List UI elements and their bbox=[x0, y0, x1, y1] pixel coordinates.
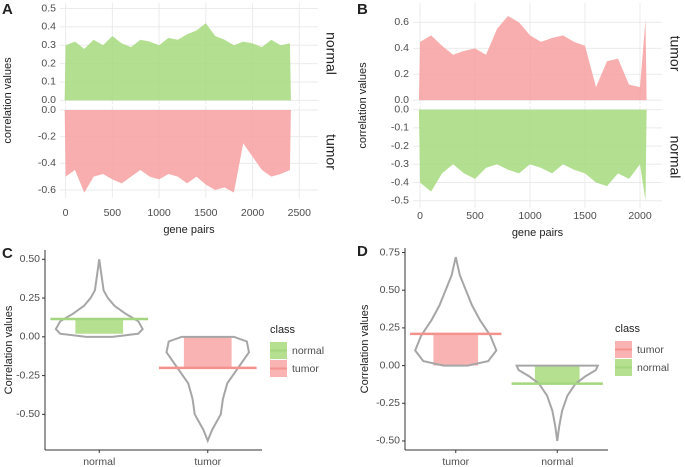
x-tick-label: 500 bbox=[466, 210, 484, 222]
y-tick-label: 0.00 bbox=[380, 359, 401, 371]
legend-title: class bbox=[270, 324, 296, 336]
y-axis-label: Correlation values bbox=[359, 304, 371, 393]
y-tick-label: -0.50 bbox=[376, 435, 400, 447]
box bbox=[183, 336, 232, 368]
facet-strip-label: tumor bbox=[667, 36, 683, 72]
y-tick-label: 0.50 bbox=[20, 253, 41, 265]
y-tick-label: 0.50 bbox=[380, 284, 401, 296]
y-tick-label: -0.50 bbox=[16, 408, 40, 420]
x-tick-label: 0 bbox=[417, 210, 423, 222]
x-tick-label: tumor bbox=[442, 456, 469, 467]
x-tick-label: normal bbox=[83, 456, 115, 467]
x-tick-label: tumor bbox=[194, 456, 221, 467]
y-tick-label: -0.5 bbox=[391, 194, 409, 206]
x-tick-label: 1000 bbox=[518, 210, 542, 222]
x-tick-label: normal bbox=[541, 456, 573, 467]
legend-label: normal bbox=[637, 362, 669, 374]
y-tick-label: 0.5 bbox=[41, 2, 56, 14]
panel-label: A bbox=[2, 1, 13, 18]
y-tick-label: -0.4 bbox=[38, 157, 56, 169]
panel-label: C bbox=[2, 245, 13, 262]
bar-area bbox=[418, 109, 647, 201]
y-tick-label: 0.4 bbox=[394, 42, 409, 54]
y-axis-label: correlation values bbox=[357, 62, 369, 149]
x-axis-label: gene pairs bbox=[512, 227, 564, 239]
violin bbox=[515, 364, 600, 442]
legend-label: tumor bbox=[292, 363, 319, 375]
legend-title: class bbox=[615, 323, 641, 335]
y-tick-label: -0.4 bbox=[391, 176, 409, 188]
y-tick-label: -0.1 bbox=[391, 122, 409, 134]
y-tick-label: -0.2 bbox=[391, 140, 409, 152]
y-tick-label: -0.3 bbox=[391, 158, 409, 170]
x-axis-label: gene pairs bbox=[163, 224, 215, 236]
box bbox=[534, 365, 580, 384]
bar-area bbox=[64, 110, 291, 193]
facet-strip-label: normal bbox=[323, 32, 339, 75]
y-tick-label: 0.4 bbox=[41, 21, 56, 33]
x-tick-label: 1000 bbox=[147, 207, 171, 219]
bar-area bbox=[64, 23, 291, 101]
x-tick-label: 2000 bbox=[628, 210, 652, 222]
violin bbox=[165, 335, 251, 444]
panel-label: D bbox=[357, 243, 368, 260]
y-tick-label: 0.3 bbox=[41, 39, 56, 51]
x-tick-label: 2000 bbox=[241, 207, 265, 219]
x-tick-label: 0 bbox=[63, 207, 69, 219]
y-tick-label: 0.0 bbox=[41, 104, 56, 116]
y-tick-label: 0.25 bbox=[380, 322, 401, 334]
y-tick-label: 0.0 bbox=[394, 94, 409, 106]
y-axis-label: Correlation values bbox=[3, 305, 15, 394]
x-tick-label: 500 bbox=[104, 207, 122, 219]
y-tick-label: -0.25 bbox=[376, 397, 400, 409]
facet-strip-label: tumor bbox=[323, 134, 339, 170]
bar-area bbox=[418, 15, 647, 101]
y-axis-label: correlation values bbox=[2, 57, 14, 144]
legend-label: normal bbox=[292, 345, 324, 357]
y-tick-label: 0.0 bbox=[394, 103, 409, 115]
y-tick-label: -0.25 bbox=[16, 369, 40, 381]
y-tick-label: -0.2 bbox=[38, 130, 56, 142]
y-tick-label: 0.00 bbox=[20, 331, 41, 343]
box bbox=[75, 319, 124, 334]
violin bbox=[414, 256, 498, 367]
y-tick-label: 0.0 bbox=[41, 94, 56, 106]
y-tick-label: 0.2 bbox=[394, 68, 409, 80]
y-tick-label: 0.2 bbox=[41, 57, 56, 69]
y-tick-label: -0.6 bbox=[38, 184, 56, 196]
box bbox=[433, 333, 479, 366]
x-tick-label: 1500 bbox=[194, 207, 218, 219]
x-tick-label: 2500 bbox=[288, 207, 312, 219]
x-tick-label: 1500 bbox=[573, 210, 597, 222]
facet-strip-label: normal bbox=[667, 136, 683, 179]
legend-label: tumor bbox=[637, 344, 664, 356]
panel-label: B bbox=[357, 1, 368, 18]
y-tick-label: 0.1 bbox=[41, 76, 56, 88]
y-tick-label: 0.6 bbox=[394, 16, 409, 28]
y-tick-label: 0.75 bbox=[380, 246, 401, 258]
y-tick-label: 0.25 bbox=[20, 292, 41, 304]
